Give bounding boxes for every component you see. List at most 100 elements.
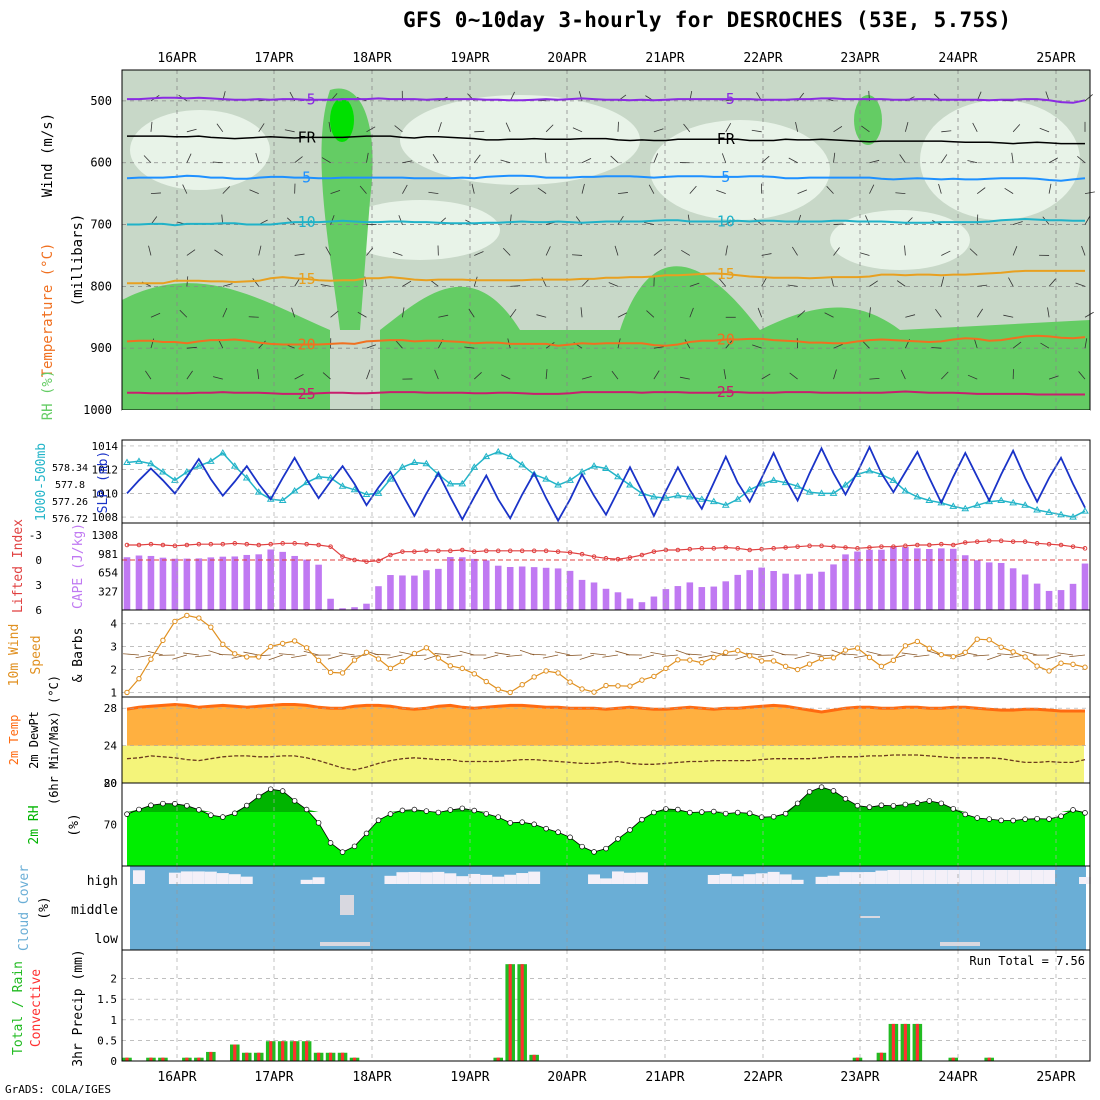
wind-barb: [797, 310, 806, 318]
rh2m-point: [220, 814, 226, 820]
thickness-point: [901, 487, 910, 494]
wind-barb: [900, 369, 906, 380]
thickness-point: [470, 463, 479, 470]
rh-light-region: [650, 120, 830, 220]
cloud-clear-high: [779, 874, 792, 884]
wind-barb: [321, 157, 331, 164]
wind-barb: [434, 653, 451, 656]
axis-label: Total / Rain: [11, 961, 26, 1055]
precip-tick-label: 1: [110, 1014, 117, 1027]
wind-speed-point: [148, 656, 154, 662]
cloud-clear-high: [1019, 870, 1032, 884]
slp-tick-label: 1012: [92, 464, 119, 477]
wind-barb: [438, 314, 449, 318]
contour-label: 15: [717, 265, 735, 283]
wind-speed-point: [794, 666, 801, 673]
wind-speed-point: [591, 689, 597, 695]
rh2m-point: [267, 786, 274, 792]
rh2m-point: [639, 816, 645, 823]
thickness-point: [721, 501, 730, 508]
rh2m-point: [160, 800, 166, 807]
pressure-tick-label: 500: [90, 94, 112, 108]
wind-barb: [434, 369, 439, 380]
wind-barb: [257, 369, 260, 380]
wind-barb: [788, 157, 798, 164]
li-point: [495, 548, 501, 554]
date-label-bottom: 24APR: [938, 1070, 977, 1085]
wind-barb: [581, 278, 590, 287]
li-point: [591, 554, 597, 559]
wind-barb: [723, 369, 727, 380]
rh2m-point: [351, 843, 358, 850]
li-point: [268, 541, 274, 547]
axis-label: RH (%): [40, 370, 56, 421]
thickness-point: [494, 447, 503, 455]
wind-speed-point: [1058, 660, 1064, 666]
cape-bar: [123, 557, 131, 610]
cloud-clear-patch: [320, 942, 370, 946]
temp-ylabel: 2m Temp: [7, 715, 21, 766]
wind-speed-point: [124, 689, 130, 696]
li-point: [711, 546, 717, 551]
li-point: [160, 542, 166, 548]
rh2m-point: [1022, 816, 1028, 822]
cloud-clear-patch: [860, 916, 880, 918]
thickness-point: [278, 496, 287, 503]
pressure-tick-label: 600: [90, 156, 112, 170]
contour-label: 25: [298, 385, 316, 403]
li-point: [543, 548, 549, 554]
wind-barb: [721, 153, 727, 163]
li-point: [639, 552, 645, 558]
wind-barb: [1040, 342, 1050, 349]
thickness-point: [817, 489, 826, 496]
wind-barb: [392, 251, 403, 256]
precip-conv-bar: [317, 1052, 321, 1061]
wind-barb: [791, 246, 798, 256]
li-point: [867, 545, 872, 550]
wind-barb: [402, 280, 412, 287]
rh-green-region: [122, 283, 330, 410]
wind-barb: [602, 654, 619, 658]
wind-speed-point: [160, 637, 166, 644]
precip-conv-bar: [987, 1057, 991, 1061]
wind-barb: [653, 346, 664, 349]
temp-contour-FR: [127, 135, 1085, 145]
rh2m-point: [471, 807, 478, 814]
wind-barb: [615, 650, 631, 656]
cloud-clear-high: [204, 871, 217, 884]
wind-barb: [500, 159, 511, 164]
rh2m-point: [722, 810, 729, 817]
li-point: [436, 548, 441, 554]
wind-speed-point: [555, 670, 561, 676]
thickness-point: [889, 476, 898, 483]
wind-barb: [473, 276, 478, 287]
wind-barb: [258, 340, 266, 349]
wind-barb: [1084, 215, 1091, 225]
cloud-clear-high: [1079, 877, 1091, 884]
wind-barb: [366, 344, 377, 349]
cloud-clear-high: [995, 870, 1008, 884]
wind-barb: [684, 339, 691, 349]
wind-barb: [150, 312, 161, 318]
wind-barb: [608, 282, 619, 287]
rh-light-region: [400, 95, 640, 185]
wind-speed-point: [974, 636, 980, 642]
li-point: [567, 550, 573, 555]
li-point: [891, 544, 896, 549]
wind-speed-point: [615, 683, 621, 689]
wind-speed-point: [603, 682, 609, 689]
rh2m-point: [303, 806, 310, 813]
rh2m-point: [974, 815, 980, 821]
rh2m-point: [208, 812, 214, 818]
wind-barb: [794, 654, 810, 659]
li-point: [280, 541, 285, 546]
slp-tick-label: 1014: [92, 440, 119, 453]
wind-barb: [473, 154, 481, 163]
rh2m-point: [543, 825, 549, 832]
li-point: [735, 546, 741, 551]
wind-ylabel: 10m Wind: [7, 624, 22, 687]
rh2m-point: [1058, 813, 1064, 819]
wind-barb: [474, 371, 482, 380]
cloud-clear-high: [923, 870, 936, 884]
cape-bar: [830, 564, 837, 610]
